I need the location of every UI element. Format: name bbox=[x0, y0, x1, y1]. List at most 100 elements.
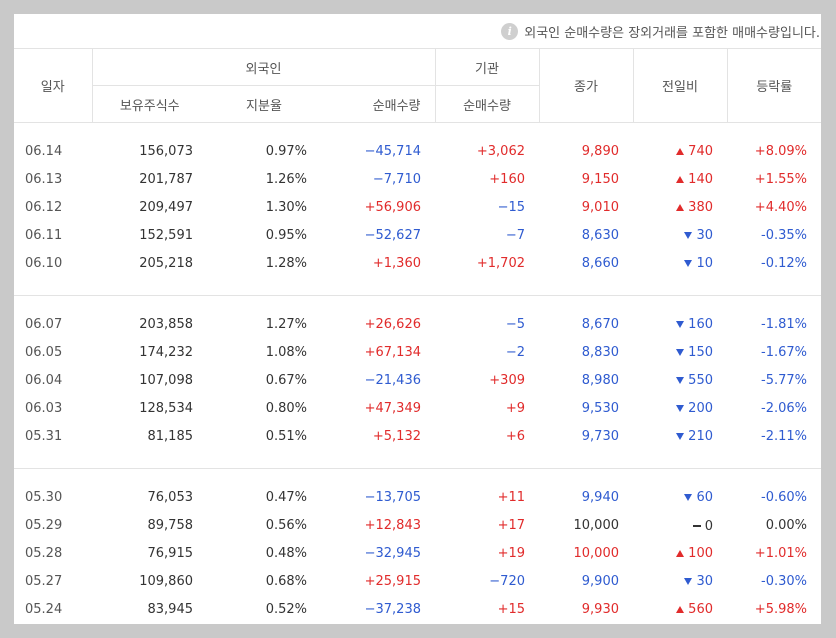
cell-inst-net: −15 bbox=[497, 199, 525, 215]
cell-inst-net: +6 bbox=[505, 428, 525, 444]
cell-ratio: 0.80% bbox=[265, 400, 307, 416]
cell-foreign-net: −37,238 bbox=[364, 601, 421, 617]
cell-change: 150 bbox=[633, 338, 727, 366]
cell-foreign-net: −21,436 bbox=[364, 372, 421, 388]
cell-change: 140 bbox=[633, 165, 727, 193]
cell-holdings: 128,534 bbox=[139, 400, 193, 416]
change-value: 140 bbox=[676, 172, 713, 187]
down-triangle-icon bbox=[676, 432, 685, 440]
cell-holdings: 201,787 bbox=[139, 171, 193, 187]
change-value: 150 bbox=[676, 345, 713, 360]
cell-date: 06.11 bbox=[25, 227, 63, 243]
change-amount: 740 bbox=[688, 143, 713, 159]
change-amount: 0 bbox=[704, 518, 713, 534]
change-value: 100 bbox=[676, 546, 713, 561]
cell-ratio: 0.95% bbox=[265, 227, 307, 243]
table-row: 05.24 83,945 0.52% −37,238 +15 9,930 560 +5.98% bbox=[14, 595, 821, 623]
down-triangle-icon bbox=[684, 493, 693, 501]
group-separator bbox=[14, 295, 821, 296]
change-amount: 380 bbox=[688, 199, 713, 215]
cell-inst-net: +19 bbox=[497, 545, 525, 561]
table-row: 06.04 107,098 0.67% −21,436 +309 8,980 550 -5.7… bbox=[14, 366, 821, 394]
cell-holdings: 156,073 bbox=[139, 143, 193, 159]
cell-foreign-net: +5,132 bbox=[372, 428, 421, 444]
change-value: 560 bbox=[676, 602, 713, 617]
cell-ratio: 0.97% bbox=[265, 143, 307, 159]
cell-close: 8,660 bbox=[581, 255, 619, 271]
change-amount: 160 bbox=[688, 316, 713, 332]
header-institution: 기관 bbox=[435, 49, 540, 86]
up-triangle-icon bbox=[676, 605, 685, 613]
cell-foreign-net: −32,945 bbox=[364, 545, 421, 561]
cell-ratio: 1.28% bbox=[265, 255, 307, 271]
change-value: 0 bbox=[692, 518, 713, 534]
cell-foreign-net: +12,843 bbox=[364, 517, 421, 533]
info-icon[interactable]: i bbox=[501, 22, 519, 40]
cell-rate: -0.30% bbox=[761, 573, 807, 589]
change-value: 160 bbox=[676, 317, 713, 332]
cell-ratio: 1.26% bbox=[265, 171, 307, 187]
cell-holdings: 89,758 bbox=[147, 517, 194, 533]
change-value: 60 bbox=[684, 490, 713, 505]
cell-date: 06.12 bbox=[25, 199, 63, 215]
change-amount: 140 bbox=[688, 171, 713, 187]
cell-foreign-net: −13,705 bbox=[364, 489, 421, 505]
cell-holdings: 81,185 bbox=[147, 428, 194, 444]
cell-close: 9,730 bbox=[581, 428, 619, 444]
cell-date: 05.29 bbox=[25, 517, 63, 533]
cell-date: 06.05 bbox=[25, 344, 63, 360]
cell-close: 8,670 bbox=[581, 316, 619, 332]
cell-date: 05.31 bbox=[25, 428, 63, 444]
cell-inst-net: +160 bbox=[489, 171, 525, 187]
cell-inst-net: +11 bbox=[497, 489, 525, 505]
header-date: 일자 bbox=[14, 49, 93, 123]
change-value: 30 bbox=[684, 574, 713, 589]
cell-foreign-net: +47,349 bbox=[364, 400, 421, 416]
cell-rate: +1.01% bbox=[754, 545, 807, 561]
cell-rate: +5.98% bbox=[754, 601, 807, 617]
group-spacer bbox=[14, 277, 821, 296]
header-foreign: 외국인 bbox=[92, 49, 436, 86]
table-row: 06.03 128,534 0.80% +47,349 +9 9,530 200 -2.06% bbox=[14, 394, 821, 422]
investor-trading-table: 일자 외국인 기관 종가 전일비 등락률 보유주식수 지분율 순매수량 순매수량… bbox=[14, 49, 821, 624]
cell-close: 9,010 bbox=[581, 199, 619, 215]
cell-change: 100 bbox=[633, 539, 727, 567]
change-value: 210 bbox=[676, 429, 713, 444]
cell-foreign-net: −7,710 bbox=[372, 171, 421, 187]
change-amount: 150 bbox=[688, 344, 713, 360]
group-spacer bbox=[14, 469, 821, 483]
cell-date: 06.07 bbox=[25, 316, 63, 332]
down-triangle-icon bbox=[684, 231, 693, 239]
cell-inst-net: −7 bbox=[505, 227, 525, 243]
cell-ratio: 0.67% bbox=[265, 372, 307, 388]
cell-inst-net: +17 bbox=[497, 517, 525, 533]
cell-date: 05.27 bbox=[25, 573, 63, 589]
cell-holdings: 76,915 bbox=[147, 545, 194, 561]
cell-change: 550 bbox=[633, 366, 727, 394]
down-triangle-icon bbox=[676, 376, 685, 384]
cell-foreign-net: +1,360 bbox=[372, 255, 421, 271]
change-value: 550 bbox=[676, 373, 713, 388]
table-row: 05.30 76,053 0.47% −13,705 +11 9,940 60 -0.60% bbox=[14, 483, 821, 511]
cell-holdings: 109,860 bbox=[139, 573, 193, 589]
cell-ratio: 0.47% bbox=[265, 489, 307, 505]
down-triangle-icon bbox=[684, 259, 693, 267]
down-triangle-icon bbox=[676, 404, 685, 412]
change-amount: 60 bbox=[696, 489, 713, 505]
cell-date: 06.13 bbox=[25, 171, 63, 187]
cell-inst-net: +9 bbox=[505, 400, 525, 416]
change-amount: 560 bbox=[688, 601, 713, 617]
cell-ratio: 0.52% bbox=[265, 601, 307, 617]
cell-date: 06.10 bbox=[25, 255, 63, 271]
table-row: 05.31 81,185 0.51% +5,132 +6 9,730 210 -2.11% bbox=[14, 422, 821, 450]
cell-close: 8,980 bbox=[581, 372, 619, 388]
up-triangle-icon bbox=[676, 549, 685, 557]
header-change: 전일비 bbox=[633, 49, 728, 123]
cell-close: 10,000 bbox=[573, 545, 620, 561]
cell-foreign-net: +25,915 bbox=[364, 573, 421, 589]
table-row: 05.29 89,758 0.56% +12,843 +17 10,000 0 0.00% bbox=[14, 511, 821, 539]
cell-close: 9,890 bbox=[581, 143, 619, 159]
cell-date: 05.28 bbox=[25, 545, 63, 561]
down-triangle-icon bbox=[684, 577, 693, 585]
cell-ratio: 0.68% bbox=[265, 573, 307, 589]
